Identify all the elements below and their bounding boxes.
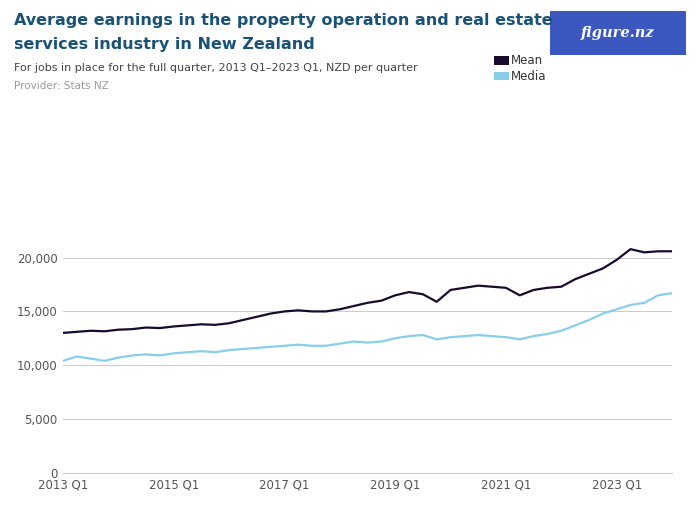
Text: Media: Media (511, 70, 547, 82)
Text: Mean: Mean (511, 54, 543, 67)
Text: For jobs in place for the full quarter, 2013 Q1–2023 Q1, NZD per quarter: For jobs in place for the full quarter, … (14, 63, 418, 73)
Text: figure.nz: figure.nz (581, 26, 655, 40)
Text: Average earnings in the property operation and real estate: Average earnings in the property operati… (14, 13, 552, 28)
Text: Provider: Stats NZ: Provider: Stats NZ (14, 81, 108, 91)
Text: services industry in New Zealand: services industry in New Zealand (14, 37, 315, 52)
